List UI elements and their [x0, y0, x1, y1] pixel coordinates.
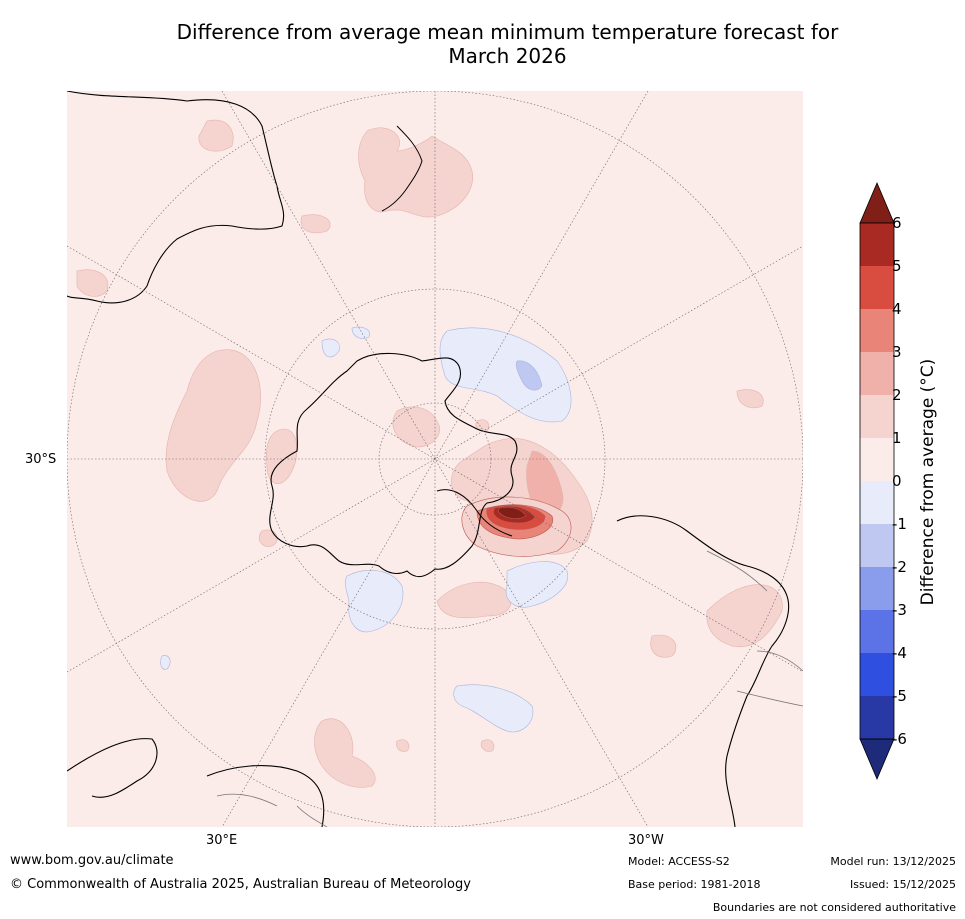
- anomaly-drake: [461, 496, 572, 557]
- colorbar-tick-label: 6: [892, 214, 902, 232]
- colorbar-tick-label: 3: [892, 343, 902, 361]
- africa-borders: [216, 793, 328, 827]
- new-zealand-outline: [381, 125, 423, 212]
- antarctica-outline: [269, 352, 518, 578]
- colorbar-tick-label: -2: [892, 558, 907, 576]
- south-america-borders: [706, 550, 803, 707]
- colorbar-level: [860, 395, 894, 439]
- copyright-text: © Commonwealth of Australia 2025, Austra…: [10, 877, 471, 892]
- base-period-text: Base period: 1981-2018: [628, 878, 761, 891]
- colorbar-tick-label: -6: [892, 730, 907, 748]
- colorbar-level: [860, 524, 894, 568]
- model-run-text: Model run: 13/12/2025: [830, 855, 956, 868]
- south-america-outline: [616, 515, 790, 827]
- colorbar-level: [860, 567, 894, 611]
- colorbar-tick-label: -1: [892, 515, 907, 533]
- colorbar-level: [860, 696, 894, 740]
- colorbar-tick-label: 2: [892, 386, 902, 404]
- antarctic-peninsula: [436, 489, 513, 537]
- anomaly-patches-negative: [160, 326, 572, 733]
- map-title: Difference from average mean minimum tem…: [60, 20, 955, 68]
- colorbar-tick-label: 1: [892, 429, 902, 447]
- colorbar-level: [860, 266, 894, 310]
- colorbar-tick-label: -5: [892, 687, 907, 705]
- colorbar-level: [860, 610, 894, 654]
- colorbar-extend-top: [859, 181, 895, 224]
- australia-outline: [67, 91, 285, 304]
- map-title-line2: March 2026: [448, 44, 567, 68]
- colorbar-tick-label: -4: [892, 644, 907, 662]
- anomaly-patches-positive: [76, 119, 783, 788]
- africa-outline: [67, 738, 325, 827]
- issued-text: Issued: 15/12/2025: [849, 878, 956, 891]
- colorbar-level: [860, 352, 894, 396]
- colorbar-tick-label: 4: [892, 300, 902, 318]
- colorbar-tick-label: 5: [892, 257, 902, 275]
- lat-label-30s: 30°S: [25, 452, 57, 467]
- map-title-line1: Difference from average mean minimum tem…: [176, 20, 839, 44]
- website-link[interactable]: www.bom.gov.au/climate: [10, 853, 174, 868]
- colorbar-level: [860, 309, 894, 353]
- colorbar-level: [860, 438, 894, 482]
- lon-label-30w: 30°W: [628, 833, 664, 848]
- colorbar-level: [860, 481, 894, 525]
- colorbar: [859, 181, 895, 781]
- graticule: [67, 91, 803, 827]
- colorbar-tick-label: 0: [892, 472, 902, 490]
- colorbar-level: [860, 653, 894, 697]
- polar-map: [67, 91, 803, 827]
- colorbar-label: Difference from average (°C): [918, 358, 938, 606]
- lon-label-30e: 30°E: [206, 833, 238, 848]
- colorbar-tick-label: -3: [892, 601, 907, 619]
- disclaimer-text: Boundaries are not considered authoritat…: [712, 901, 956, 914]
- colorbar-extend-bottom: [859, 738, 895, 781]
- model-text: Model: ACCESS-S2: [628, 855, 730, 868]
- colorbar-level: [860, 223, 894, 267]
